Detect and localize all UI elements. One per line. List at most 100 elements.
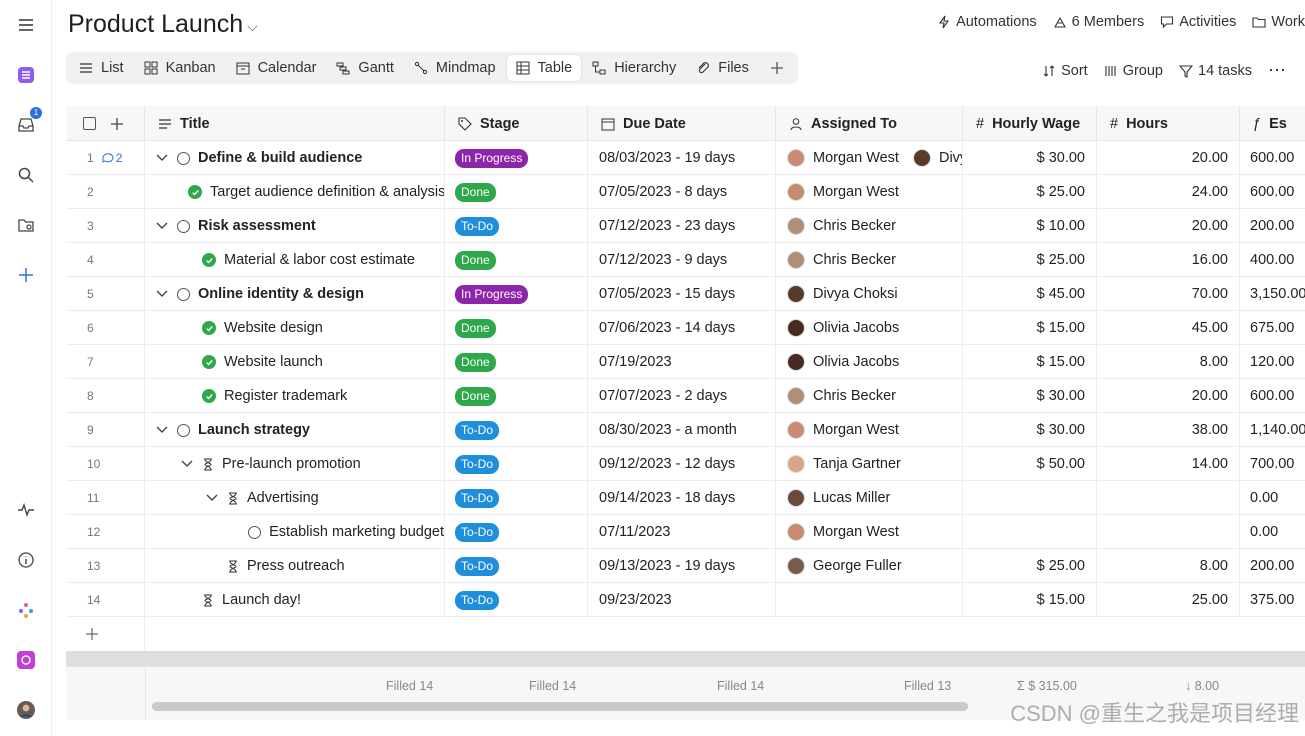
title-cell[interactable]: Define & build audience bbox=[145, 141, 445, 175]
table-row[interactable]: 4 Material & labor cost estimate Done 07/12… bbox=[66, 243, 1305, 277]
due-date-cell[interactable]: 08/03/2023 - 19 days bbox=[588, 141, 776, 175]
column-header-stage[interactable]: Stage bbox=[445, 106, 588, 141]
stage-cell[interactable]: Done bbox=[445, 175, 588, 209]
more-options-icon[interactable]: ⋯ bbox=[1268, 60, 1287, 80]
estimate-cell[interactable]: 3,150.00 bbox=[1240, 277, 1305, 311]
collapse-chevron-icon[interactable] bbox=[155, 426, 169, 434]
activities-button[interactable]: Activities bbox=[1160, 14, 1236, 30]
hours-cell[interactable] bbox=[1097, 481, 1240, 515]
due-date-cell[interactable]: 07/05/2023 - 15 days bbox=[588, 277, 776, 311]
hourly-wage-cell[interactable]: $ 10.00 bbox=[963, 209, 1097, 243]
add-task-icon[interactable] bbox=[110, 117, 124, 131]
tab-hierarchy[interactable]: Hierarchy bbox=[583, 55, 685, 81]
select-all-checkbox[interactable] bbox=[83, 117, 96, 130]
due-date-cell[interactable]: 09/13/2023 - 19 days bbox=[588, 549, 776, 583]
hours-cell[interactable] bbox=[1097, 515, 1240, 549]
tab-table[interactable]: Table bbox=[506, 55, 582, 81]
due-date-cell[interactable]: 07/11/2023 bbox=[588, 515, 776, 549]
estimate-cell[interactable]: 120.00 bbox=[1240, 345, 1305, 379]
assigned-cell[interactable]: Olivia Jacobs bbox=[776, 345, 963, 379]
due-date-cell[interactable]: 08/30/2023 - a month bbox=[588, 413, 776, 447]
due-date-cell[interactable]: 09/14/2023 - 18 days bbox=[588, 481, 776, 515]
add-row-button[interactable] bbox=[66, 617, 145, 651]
title-cell[interactable]: Launch strategy bbox=[145, 413, 445, 447]
due-date-cell[interactable]: 07/12/2023 - 9 days bbox=[588, 243, 776, 277]
column-header-title[interactable]: Title bbox=[145, 106, 445, 141]
table-row[interactable]: 9 Launch strategy To-Do 08/30/2023 - a mont… bbox=[66, 413, 1305, 447]
stage-cell[interactable]: Done bbox=[445, 379, 588, 413]
due-date-cell[interactable]: 07/12/2023 - 23 days bbox=[588, 209, 776, 243]
tab-gantt[interactable]: Gantt bbox=[327, 55, 402, 81]
table-row[interactable]: 11 Advertising To-Do 09/14/2023 - 18 days Lu… bbox=[66, 481, 1305, 515]
collapse-chevron-icon[interactable] bbox=[155, 154, 169, 162]
stage-cell[interactable]: To-Do bbox=[445, 413, 588, 447]
folder-settings-icon[interactable] bbox=[14, 213, 38, 237]
stage-cell[interactable]: Done bbox=[445, 311, 588, 345]
column-header-estimate[interactable]: ƒ Es bbox=[1240, 106, 1305, 141]
members-button[interactable]: 6 Members bbox=[1053, 14, 1144, 30]
sparkle-icon[interactable] bbox=[14, 598, 38, 622]
estimate-cell[interactable]: 200.00 bbox=[1240, 549, 1305, 583]
assigned-cell[interactable]: Olivia Jacobs bbox=[776, 311, 963, 345]
add-view-button[interactable] bbox=[760, 55, 794, 81]
automations-button[interactable]: Automations bbox=[937, 14, 1037, 30]
table-row[interactable]: 2 Target audience definition & analysis Do… bbox=[66, 175, 1305, 209]
estimate-cell[interactable]: 1,140.00 bbox=[1240, 413, 1305, 447]
hourly-wage-cell[interactable]: $ 25.00 bbox=[963, 243, 1097, 277]
estimate-cell[interactable]: 700.00 bbox=[1240, 447, 1305, 481]
title-cell[interactable]: Establish marketing budget bbox=[145, 515, 445, 549]
table-row[interactable]: 13 Press outreach To-Do 09/13/2023 - 19 day… bbox=[66, 549, 1305, 583]
hours-cell[interactable]: 45.00 bbox=[1097, 311, 1240, 345]
table-row[interactable]: 1 2 Define & build audience In Progress 08/0… bbox=[66, 141, 1305, 175]
hourglass-icon[interactable] bbox=[227, 560, 239, 573]
stage-cell[interactable]: To-Do bbox=[445, 583, 588, 617]
hours-cell[interactable]: 20.00 bbox=[1097, 209, 1240, 243]
estimate-cell[interactable]: 600.00 bbox=[1240, 379, 1305, 413]
hours-cell[interactable]: 20.00 bbox=[1097, 141, 1240, 175]
assigned-cell[interactable]: Lucas Miller bbox=[776, 481, 963, 515]
hourly-wage-cell[interactable] bbox=[963, 481, 1097, 515]
group-button[interactable]: Group bbox=[1104, 63, 1163, 79]
title-cell[interactable]: Advertising bbox=[145, 481, 445, 515]
tab-files[interactable]: Files bbox=[687, 55, 758, 81]
status-check-icon[interactable] bbox=[202, 389, 216, 403]
comments-button[interactable]: 2 bbox=[102, 151, 122, 165]
due-date-cell[interactable]: 09/23/2023 bbox=[588, 583, 776, 617]
due-date-cell[interactable]: 07/07/2023 - 2 days bbox=[588, 379, 776, 413]
status-check-icon[interactable] bbox=[202, 355, 216, 369]
estimate-cell[interactable]: 375.00 bbox=[1240, 583, 1305, 617]
assigned-cell[interactable]: Tanja Gartner bbox=[776, 447, 963, 481]
estimate-cell[interactable]: 600.00 bbox=[1240, 141, 1305, 175]
hours-cell[interactable]: 8.00 bbox=[1097, 345, 1240, 379]
stage-cell[interactable]: Done bbox=[445, 345, 588, 379]
stage-cell[interactable]: To-Do bbox=[445, 549, 588, 583]
due-date-cell[interactable]: 07/19/2023 bbox=[588, 345, 776, 379]
hours-cell[interactable]: 70.00 bbox=[1097, 277, 1240, 311]
collapse-chevron-icon[interactable] bbox=[205, 494, 219, 502]
hourly-wage-cell[interactable]: $ 25.00 bbox=[963, 175, 1097, 209]
column-header-hourly-wage[interactable]: # Hourly Wage bbox=[963, 106, 1097, 141]
estimate-cell[interactable]: 200.00 bbox=[1240, 209, 1305, 243]
chevron-down-icon[interactable]: ⌵ bbox=[247, 18, 258, 34]
activity-icon[interactable] bbox=[14, 498, 38, 522]
estimate-cell[interactable]: 0.00 bbox=[1240, 515, 1305, 549]
tab-mindmap[interactable]: Mindmap bbox=[405, 55, 505, 81]
hourglass-icon[interactable] bbox=[202, 458, 214, 471]
assigned-cell[interactable]: George Fuller bbox=[776, 549, 963, 583]
info-icon[interactable] bbox=[14, 548, 38, 572]
hours-cell[interactable]: 14.00 bbox=[1097, 447, 1240, 481]
hourly-wage-cell[interactable]: $ 30.00 bbox=[963, 379, 1097, 413]
hours-cell[interactable]: 24.00 bbox=[1097, 175, 1240, 209]
work-button[interactable]: Work bbox=[1252, 14, 1305, 30]
stage-cell[interactable]: To-Do bbox=[445, 515, 588, 549]
title-cell[interactable]: Online identity & design bbox=[145, 277, 445, 311]
due-date-cell[interactable]: 07/06/2023 - 14 days bbox=[588, 311, 776, 345]
table-row[interactable]: 14 Launch day! To-Do 09/23/2023 $ 15.00 25.00… bbox=[66, 583, 1305, 617]
hours-cell[interactable]: 20.00 bbox=[1097, 379, 1240, 413]
title-cell[interactable]: Risk assessment bbox=[145, 209, 445, 243]
collapse-chevron-icon[interactable] bbox=[180, 460, 194, 468]
tab-calendar[interactable]: Calendar bbox=[227, 55, 326, 81]
stage-cell[interactable]: To-Do bbox=[445, 209, 588, 243]
status-circle-icon[interactable] bbox=[177, 287, 190, 301]
hourglass-icon[interactable] bbox=[202, 594, 214, 607]
